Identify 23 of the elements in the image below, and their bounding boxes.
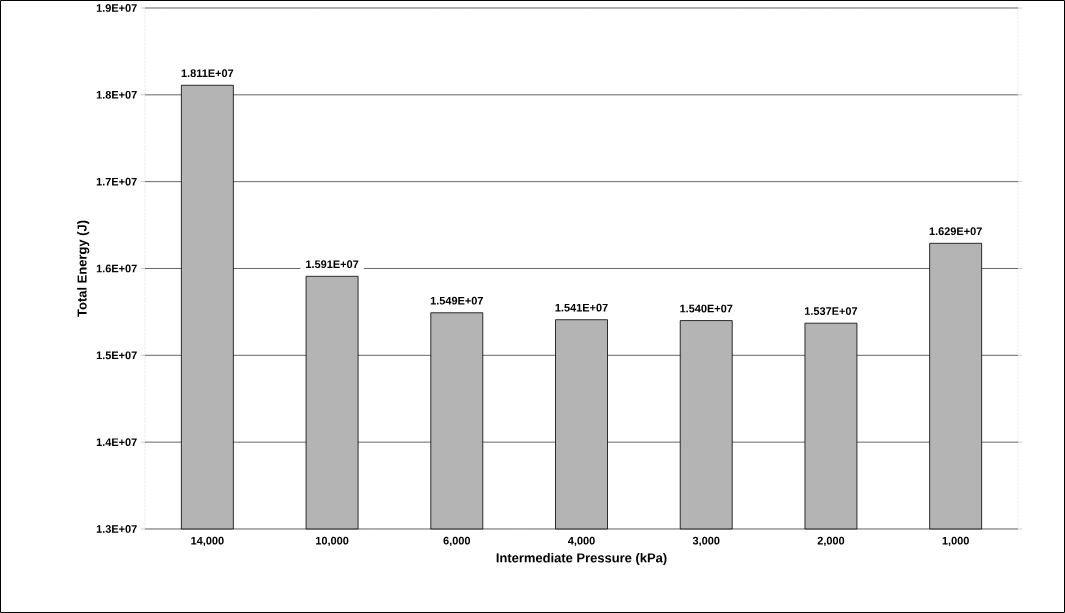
y-axis-title: Total Energy (J) [77, 220, 90, 317]
x-tick-label: 14,000 [191, 536, 224, 547]
y-tick-label: 1.7E+07 [96, 177, 137, 186]
x-axis-title: Intermediate Pressure (kPa) [496, 552, 667, 566]
y-tick-label: 1.8E+07 [96, 90, 137, 99]
data-label: 1.537E+07 [804, 307, 858, 315]
x-tick-label: 3,000 [692, 536, 720, 547]
y-tick-label: 1.6E+07 [96, 264, 137, 273]
data-label: 1.549E+07 [430, 296, 483, 305]
y-tick-label: 1.9E+07 [96, 4, 137, 12]
x-tick-label: 1,000 [942, 536, 969, 547]
data-label: 1.541E+07 [555, 303, 608, 312]
data-label: 1.591E+07 [306, 260, 359, 269]
data-label: 1.540E+07 [680, 304, 733, 313]
y-tick-label: 1.5E+07 [96, 351, 137, 360]
x-tick-label: 4,000 [567, 536, 595, 547]
data-label: 1.811E+07 [181, 69, 234, 78]
x-tick-label: 2,000 [817, 536, 845, 547]
x-tick-label: 6,000 [443, 536, 471, 547]
x-tick-label: 10,000 [316, 536, 349, 547]
y-tick-label: 1.4E+07 [96, 438, 137, 447]
y-tick-label: 1.3E+07 [96, 525, 137, 533]
data-label: 1.629E+07 [929, 227, 982, 236]
